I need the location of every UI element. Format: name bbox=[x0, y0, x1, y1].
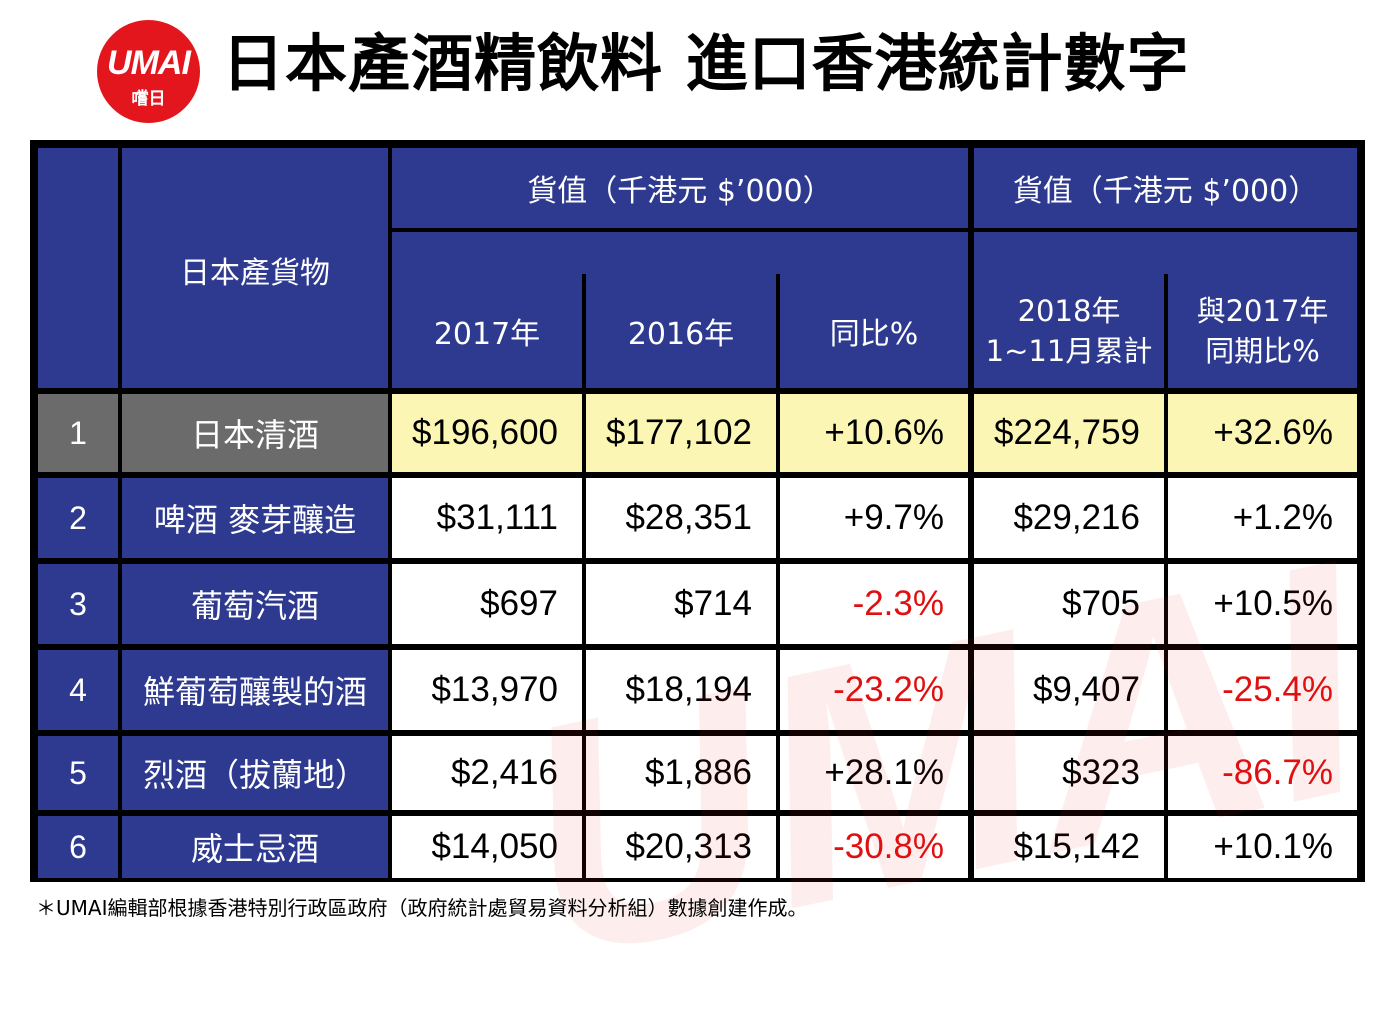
cell-v2017: $14,050 bbox=[392, 816, 582, 878]
col-yoy-header: 同比% bbox=[780, 274, 968, 388]
cell-name: 烈酒（拔蘭地） bbox=[122, 736, 388, 810]
page-title: 日本產酒精飲料 進口香港統計數字 bbox=[222, 27, 1190, 100]
rank-header bbox=[38, 148, 118, 388]
cell-vs2017: +10.1% bbox=[1168, 816, 1357, 878]
cell-v2017: $31,111 bbox=[392, 478, 582, 558]
cell-v2017: $13,970 bbox=[392, 650, 582, 730]
cell-yoy: -2.3% bbox=[780, 564, 968, 644]
cell-yoy: +28.1% bbox=[780, 736, 968, 810]
cell-v2016: $714 bbox=[586, 564, 776, 644]
col-vs2017-header-line1: 與2017年 bbox=[1196, 294, 1329, 328]
cell-v2018: $9,407 bbox=[974, 650, 1164, 730]
cell-name: 啤酒 麥芽釀造 bbox=[122, 478, 388, 558]
cell-name: 鮮葡萄釀製的酒 bbox=[122, 650, 388, 730]
cell-rank: 1 bbox=[38, 394, 118, 472]
logo-word: UMAI bbox=[107, 44, 191, 82]
cell-vs2017: -86.7% bbox=[1168, 736, 1357, 810]
cell-name: 威士忌酒 bbox=[122, 816, 388, 878]
cell-v2016: $20,313 bbox=[586, 816, 776, 878]
value-group-header-2: 貨值（千港元 $’000） bbox=[974, 148, 1357, 228]
col-vs2017-header-line2: 同期比% bbox=[1205, 334, 1320, 368]
cell-vs2017: +32.6% bbox=[1168, 394, 1357, 472]
cell-v2017: $196,600 bbox=[392, 394, 582, 472]
col-2018-header-line2: 1~11月累計 bbox=[985, 334, 1153, 368]
goods-header: 日本產貨物 bbox=[122, 148, 388, 388]
cell-rank: 5 bbox=[38, 736, 118, 810]
col-vs2017-header: 與2017年 同期比% bbox=[1168, 274, 1357, 388]
cell-v2016: $1,886 bbox=[586, 736, 776, 810]
value-group-header-1: 貨值（千港元 $’000） bbox=[392, 148, 968, 228]
cell-yoy: -23.2% bbox=[780, 650, 968, 730]
cell-v2017: $697 bbox=[392, 564, 582, 644]
cell-v2016: $28,351 bbox=[586, 478, 776, 558]
cell-name: 葡萄汽酒 bbox=[122, 564, 388, 644]
cell-rank: 2 bbox=[38, 478, 118, 558]
cell-v2018: $15,142 bbox=[974, 816, 1164, 878]
cell-v2016: $177,102 bbox=[586, 394, 776, 472]
subheader-spacer-1 bbox=[392, 232, 968, 274]
cell-v2018: $705 bbox=[974, 564, 1164, 644]
cell-v2016: $18,194 bbox=[586, 650, 776, 730]
cell-vs2017: -25.4% bbox=[1168, 650, 1357, 730]
cell-v2018: $29,216 bbox=[974, 478, 1164, 558]
col-2018-header: 2018年 1~11月累計 bbox=[974, 274, 1164, 388]
footnote: ＊UMAI編輯部根據香港特別行政區政府（政府統計處貿易資料分析組）數據創建作成。 bbox=[36, 896, 808, 920]
logo-subtitle: 嚐日 bbox=[131, 89, 166, 109]
umai-logo: UMAI 嚐日 bbox=[97, 20, 200, 123]
subheader-spacer-2 bbox=[974, 232, 1357, 274]
cell-rank: 4 bbox=[38, 650, 118, 730]
cell-vs2017: +10.5% bbox=[1168, 564, 1357, 644]
col-2016-header: 2016年 bbox=[586, 274, 776, 388]
cell-vs2017: +1.2% bbox=[1168, 478, 1357, 558]
cell-rank: 3 bbox=[38, 564, 118, 644]
cell-rank: 6 bbox=[38, 816, 118, 878]
col-2018-header-line1: 2018年 bbox=[1017, 294, 1121, 328]
cell-v2018: $224,759 bbox=[974, 394, 1164, 472]
cell-v2018: $323 bbox=[974, 736, 1164, 810]
cell-yoy: +10.6% bbox=[780, 394, 968, 472]
cell-yoy: +9.7% bbox=[780, 478, 968, 558]
cell-name: 日本清酒 bbox=[122, 394, 388, 472]
stats-table: 日本產貨物 貨值（千港元 $’000） 貨值（千港元 $’000） 2017年 … bbox=[30, 140, 1392, 1028]
col-2017-header: 2017年 bbox=[392, 274, 582, 388]
cell-yoy: -30.8% bbox=[780, 816, 968, 878]
cell-v2017: $2,416 bbox=[392, 736, 582, 810]
